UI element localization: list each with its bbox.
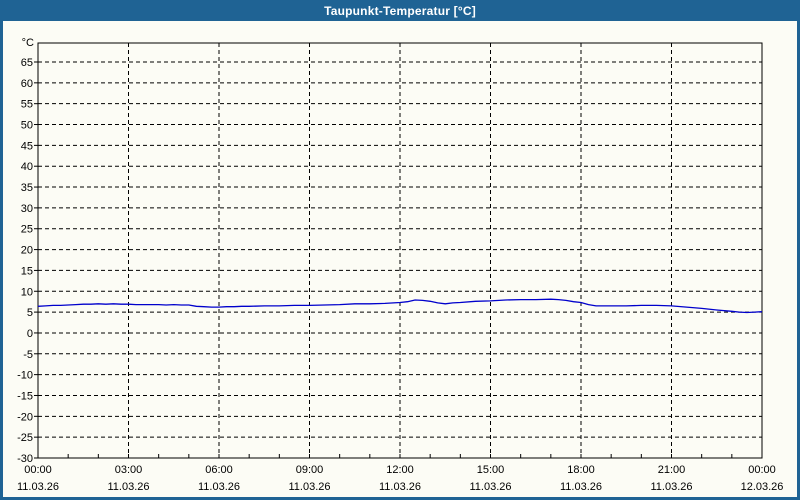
series-line <box>37 298 763 314</box>
x-date-label: 11.03.26 <box>560 481 602 493</box>
x-date-label: 11.03.26 <box>198 481 240 493</box>
y-tick-label: 25 <box>21 224 33 236</box>
window-titlebar: Taupunkt-Temperatur [°C] <box>0 0 800 21</box>
y-tick-label: 35 <box>21 182 33 194</box>
y-tick-label: -20 <box>17 411 33 423</box>
x-time-label: 18:00 <box>567 464 595 476</box>
y-tick-label: 0 <box>27 328 33 340</box>
y-tick-label: 40 <box>21 161 33 173</box>
y-tick-label: 5 <box>27 307 33 319</box>
chart-title: Taupunkt-Temperatur [°C] <box>324 3 476 18</box>
x-time-label: 06:00 <box>205 464 233 476</box>
y-axis-unit-label: °C <box>22 37 34 49</box>
y-tick-label: 55 <box>21 99 33 111</box>
x-time-label: 21:00 <box>658 464 686 476</box>
x-time-label: 00:00 <box>24 464 52 476</box>
y-tick-label: -30 <box>17 453 33 465</box>
x-date-label: 11.03.26 <box>379 481 421 493</box>
y-tick-label: -10 <box>17 370 33 382</box>
x-time-label: 00:00 <box>748 464 776 476</box>
y-tick-label: -5 <box>23 349 33 361</box>
x-time-label: 09:00 <box>296 464 324 476</box>
y-tick-label: 45 <box>21 140 33 152</box>
x-date-label: 11.03.26 <box>17 481 59 493</box>
y-tick-label: 30 <box>21 203 33 215</box>
chart-svg: 65605550454035302520151050-5-10-15-20-25… <box>17 37 784 493</box>
y-tick-label: -15 <box>17 390 33 402</box>
x-date-label: 11.03.26 <box>288 481 330 493</box>
y-tick-label: 60 <box>21 78 33 90</box>
y-tick-label: -25 <box>17 432 33 444</box>
y-tick-label: 10 <box>21 286 33 298</box>
y-tick-label: 20 <box>21 245 33 257</box>
y-tick-label: 65 <box>21 57 33 69</box>
plot-border <box>37 42 763 459</box>
x-date-label: 12.03.26 <box>741 481 784 493</box>
y-tick-label: 50 <box>21 120 33 132</box>
y-tick-label: 15 <box>21 265 33 277</box>
x-date-label: 11.03.26 <box>469 481 511 493</box>
x-date-label: 11.03.26 <box>107 481 149 493</box>
x-time-label: 12:00 <box>386 464 414 476</box>
x-date-label: 11.03.26 <box>650 481 692 493</box>
x-time-label: 15:00 <box>477 464 505 476</box>
x-time-label: 03:00 <box>115 464 143 476</box>
